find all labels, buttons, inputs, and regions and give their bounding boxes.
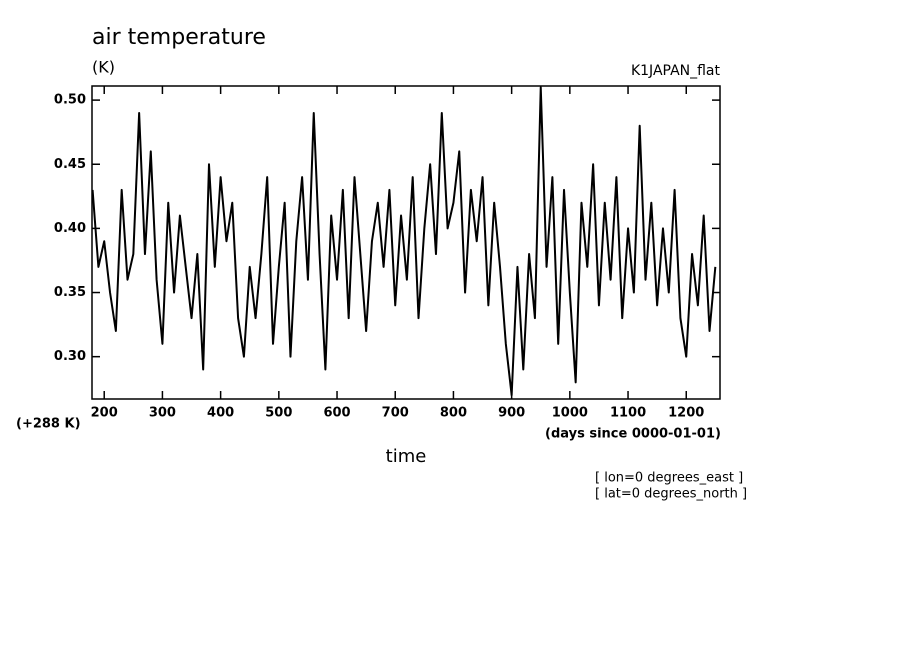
y-tick-label: 0.50 (54, 93, 86, 108)
x-tick-label: 1000 (552, 406, 588, 421)
x-axis-label: time (386, 446, 427, 467)
x-tick-label: 600 (323, 406, 350, 421)
chart-title: air temperature (92, 25, 266, 50)
annotation: [ lon=0 degrees_east ] (595, 471, 743, 486)
units-label: (K) (92, 58, 115, 77)
y-tick-label: 0.45 (54, 157, 86, 172)
x-tick-label: 1200 (668, 406, 704, 421)
x-tick-label: 700 (382, 406, 409, 421)
data-line (91, 86, 717, 397)
y-tick-label: 0.40 (54, 221, 86, 236)
x-tick-label: 300 (149, 406, 176, 421)
plot-frame (91, 85, 721, 400)
offset-label: (+288 K) (16, 417, 81, 432)
annotation: [ lat=0 degrees_north ] (595, 487, 747, 502)
x-units-label: (days since 0000-01-01) (545, 427, 721, 442)
dataset-label: K1JAPAN_flat (631, 63, 721, 79)
x-tick-label: 800 (440, 406, 467, 421)
x-tick-label: 200 (91, 406, 118, 421)
y-tick-label: 0.35 (54, 285, 86, 300)
x-tick-label: 500 (265, 406, 292, 421)
x-tick-label: 1100 (610, 406, 646, 421)
x-tick-label: 900 (498, 406, 525, 421)
x-tick-label: 400 (207, 406, 234, 421)
y-tick-label: 0.30 (54, 349, 86, 364)
